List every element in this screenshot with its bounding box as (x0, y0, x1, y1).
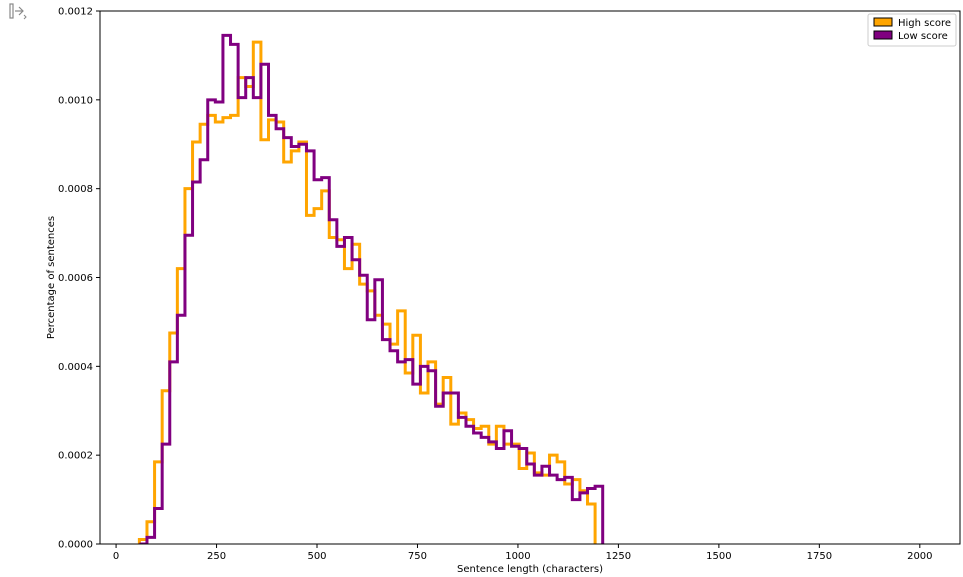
y-axis-label: Percentage of sentences (46, 216, 57, 339)
y-tick-label: 0.0002 (58, 451, 93, 462)
x-tick-label: 750 (408, 551, 427, 562)
x-tick-label: 0 (113, 551, 119, 562)
x-axis-ticks: 0 250 500 750 1000 1250 1500 1750 2000 (113, 544, 933, 562)
legend-label-low-score: Low score (898, 31, 948, 42)
y-tick-label: 0.0006 (58, 273, 93, 284)
y-tick-label: 0.0012 (58, 7, 93, 18)
x-tick-label: 1750 (807, 551, 832, 562)
y-tick-label: 0.0004 (58, 362, 93, 373)
legend: High score Low score (867, 13, 957, 47)
output-expand-icon[interactable] (8, 2, 28, 20)
x-tick-label: 1250 (606, 551, 631, 562)
y-tick-label: 0.0010 (58, 95, 93, 106)
x-tick-label: 250 (207, 551, 226, 562)
x-tick-label: 2000 (907, 551, 932, 562)
x-tick-label: 1000 (505, 551, 530, 562)
y-tick-label: 0.0000 (58, 540, 93, 551)
x-tick-label: 1500 (706, 551, 731, 562)
x-tick-label: 500 (307, 551, 326, 562)
plot-series (137, 33, 605, 544)
y-axis-ticks: 0.0000 0.0002 0.0004 0.0006 0.0008 0.0010 0.00… (58, 7, 100, 551)
y-tick-label: 0.0008 (58, 184, 93, 195)
legend-swatch-high-score (873, 17, 893, 27)
legend-swatch-low-score (873, 30, 893, 40)
x-axis-label: Sentence length (characters) (457, 564, 603, 575)
series-low-score-step-line (139, 33, 605, 544)
legend-label-high-score: High score (898, 18, 951, 29)
